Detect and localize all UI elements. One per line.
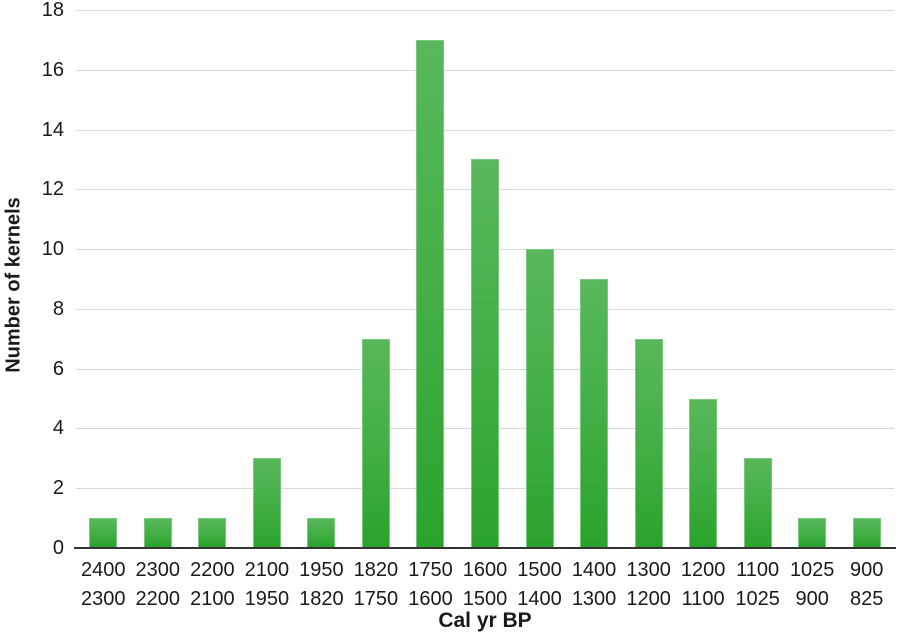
x-category-label: 2300 2200 xyxy=(135,559,181,610)
bar xyxy=(307,518,336,548)
bar xyxy=(580,279,609,548)
y-tick-label: 6 xyxy=(52,357,64,380)
x-axis-line xyxy=(74,547,896,549)
y-tick-label: 4 xyxy=(52,417,64,440)
y-tick-label: 2 xyxy=(52,477,64,500)
plot-area xyxy=(76,10,894,548)
x-category-label: 1300 1200 xyxy=(626,559,671,610)
y-tick-label: 12 xyxy=(41,178,64,201)
x-category-label: 1600 1500 xyxy=(462,559,508,610)
y-tick-label: 14 xyxy=(41,118,64,141)
bar xyxy=(852,518,881,548)
x-category-label: 1950 1820 xyxy=(299,559,344,610)
bar xyxy=(416,39,445,548)
y-tick-label: 16 xyxy=(41,58,64,81)
bar xyxy=(89,518,118,548)
bar xyxy=(689,398,718,548)
gridline xyxy=(76,69,894,71)
bar xyxy=(525,249,554,548)
y-tick-label: 8 xyxy=(52,297,64,320)
x-category-label: 1820 1750 xyxy=(353,559,399,610)
bar xyxy=(634,338,663,548)
x-category-label: 900 825 xyxy=(850,559,884,610)
y-tick-label: 18 xyxy=(41,0,64,21)
x-category-label: 1100 1025 xyxy=(735,559,780,610)
bar xyxy=(471,159,499,548)
x-category-label: 2400 2300 xyxy=(81,559,126,610)
x-category-label: 2100 1950 xyxy=(244,559,290,610)
bar xyxy=(361,338,390,548)
x-category-label: 1200 1100 xyxy=(680,559,726,610)
x-category-label: 1400 1300 xyxy=(571,559,617,610)
bar xyxy=(252,458,281,548)
gridline xyxy=(76,10,894,11)
gridline xyxy=(76,129,894,131)
bar xyxy=(198,518,227,548)
bar xyxy=(798,518,827,548)
x-category-label: 1025 900 xyxy=(789,559,835,610)
y-tick-label: 10 xyxy=(41,238,64,261)
bar xyxy=(743,458,772,548)
x-axis-title: Cal yr BP xyxy=(438,609,532,632)
x-category-label: 1750 1600 xyxy=(408,559,453,610)
x-category-label: 2200 2100 xyxy=(190,559,235,610)
x-category-label: 1500 1400 xyxy=(517,559,562,610)
y-tick-label: 0 xyxy=(52,537,64,559)
bar xyxy=(143,518,172,548)
y-axis-title: Number of kernels xyxy=(2,197,25,373)
